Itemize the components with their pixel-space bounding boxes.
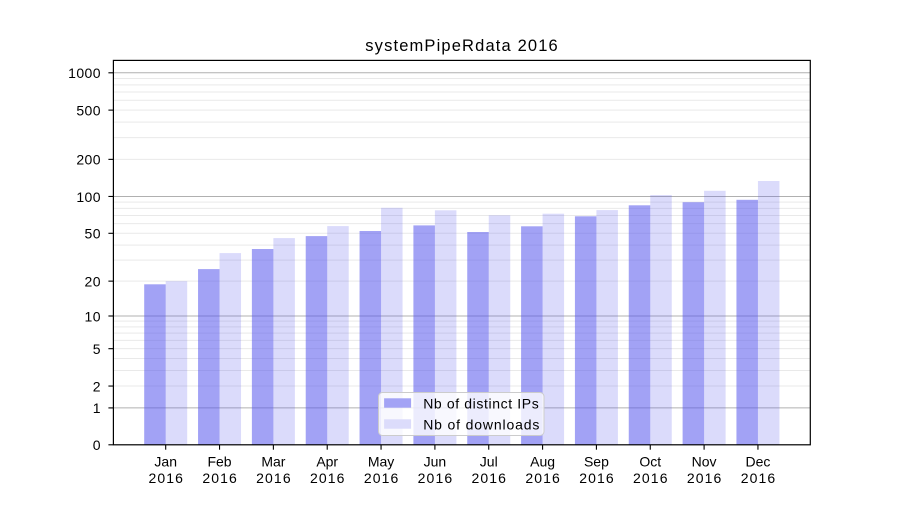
svg-text:Sep: Sep — [584, 454, 609, 470]
svg-text:2016: 2016 — [364, 470, 400, 486]
svg-text:2016: 2016 — [418, 470, 454, 486]
svg-text:50: 50 — [85, 226, 101, 242]
svg-text:Oct: Oct — [639, 454, 661, 470]
svg-text:Apr: Apr — [316, 454, 338, 470]
svg-text:2016: 2016 — [202, 470, 238, 486]
svg-text:Jun: Jun — [424, 454, 447, 470]
svg-text:1: 1 — [93, 400, 101, 416]
svg-text:2016: 2016 — [687, 470, 723, 486]
svg-text:Nb of distinct IPs: Nb of distinct IPs — [423, 395, 539, 411]
svg-text:10: 10 — [85, 308, 101, 324]
svg-text:500: 500 — [76, 102, 101, 118]
svg-text:2016: 2016 — [472, 470, 508, 486]
svg-text:2016: 2016 — [148, 470, 184, 486]
svg-text:Feb: Feb — [207, 454, 231, 470]
svg-text:2: 2 — [93, 378, 101, 394]
svg-text:2016: 2016 — [579, 470, 615, 486]
svg-text:May: May — [368, 454, 394, 470]
svg-text:100: 100 — [76, 189, 101, 205]
svg-text:2016: 2016 — [633, 470, 669, 486]
svg-text:2016: 2016 — [256, 470, 292, 486]
svg-text:Jan: Jan — [154, 454, 177, 470]
svg-text:Nov: Nov — [692, 454, 717, 470]
svg-text:Jul: Jul — [480, 454, 498, 470]
svg-text:5: 5 — [93, 341, 101, 357]
svg-text:Aug: Aug — [530, 454, 555, 470]
svg-text:systemPipeRdata 2016: systemPipeRdata 2016 — [365, 37, 559, 55]
svg-text:Nb of downloads: Nb of downloads — [423, 416, 540, 432]
svg-text:1000: 1000 — [68, 65, 101, 81]
svg-text:2016: 2016 — [525, 470, 561, 486]
svg-text:Mar: Mar — [261, 454, 285, 470]
svg-text:2016: 2016 — [741, 470, 777, 486]
svg-text:20: 20 — [85, 273, 101, 289]
svg-text:2016: 2016 — [310, 470, 346, 486]
svg-text:0: 0 — [93, 437, 101, 453]
svg-text:200: 200 — [76, 152, 101, 168]
svg-text:Dec: Dec — [745, 454, 770, 470]
